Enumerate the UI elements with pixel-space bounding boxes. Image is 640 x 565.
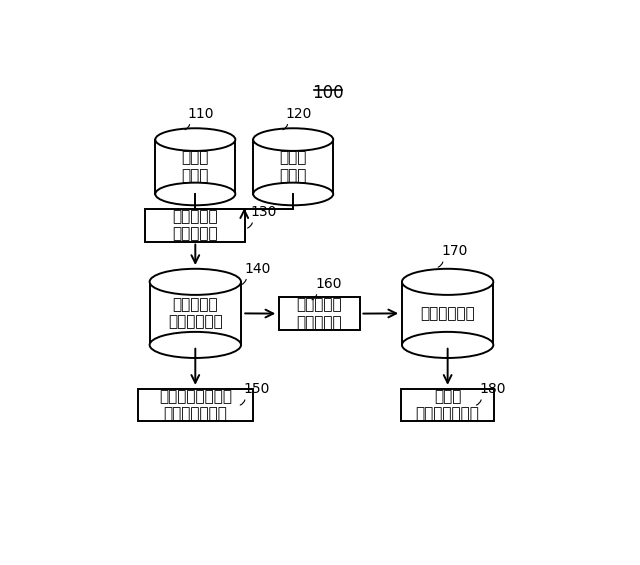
Text: グラフ変換
モジュール: グラフ変換 モジュール (296, 297, 342, 330)
Text: ベクトル化
グラフデータ: ベクトル化 グラフデータ (168, 297, 223, 329)
FancyBboxPatch shape (145, 209, 245, 242)
Ellipse shape (402, 332, 493, 358)
Polygon shape (402, 282, 493, 345)
Text: ベクトル化
モジュール: ベクトル化 モジュール (173, 209, 218, 241)
FancyBboxPatch shape (138, 389, 253, 421)
Ellipse shape (253, 182, 333, 205)
Text: 学習用
データ: 学習用 データ (182, 151, 209, 183)
Text: 140: 140 (244, 262, 271, 276)
Text: 170: 170 (441, 244, 467, 258)
Ellipse shape (156, 128, 236, 151)
Text: 100: 100 (312, 84, 344, 102)
Text: 180: 180 (479, 383, 506, 396)
FancyBboxPatch shape (401, 389, 495, 421)
Text: 160: 160 (315, 277, 342, 291)
Text: グラフデータ: グラフデータ (420, 306, 475, 321)
Text: グラフ
解析モジュール: グラフ 解析モジュール (416, 389, 479, 421)
Text: ベクトル化グラフ
解析モジュール: ベクトル化グラフ 解析モジュール (159, 389, 232, 421)
Ellipse shape (253, 128, 333, 151)
Polygon shape (150, 282, 241, 345)
Text: 110: 110 (188, 107, 214, 121)
Text: 120: 120 (286, 107, 312, 121)
Ellipse shape (150, 269, 241, 295)
Text: 150: 150 (243, 383, 269, 396)
FancyBboxPatch shape (279, 297, 360, 330)
Text: 評価用
データ: 評価用 データ (280, 151, 307, 183)
Ellipse shape (156, 182, 236, 205)
Polygon shape (253, 140, 333, 194)
Text: 130: 130 (251, 205, 277, 219)
Ellipse shape (402, 269, 493, 295)
Polygon shape (156, 140, 236, 194)
Ellipse shape (150, 332, 241, 358)
